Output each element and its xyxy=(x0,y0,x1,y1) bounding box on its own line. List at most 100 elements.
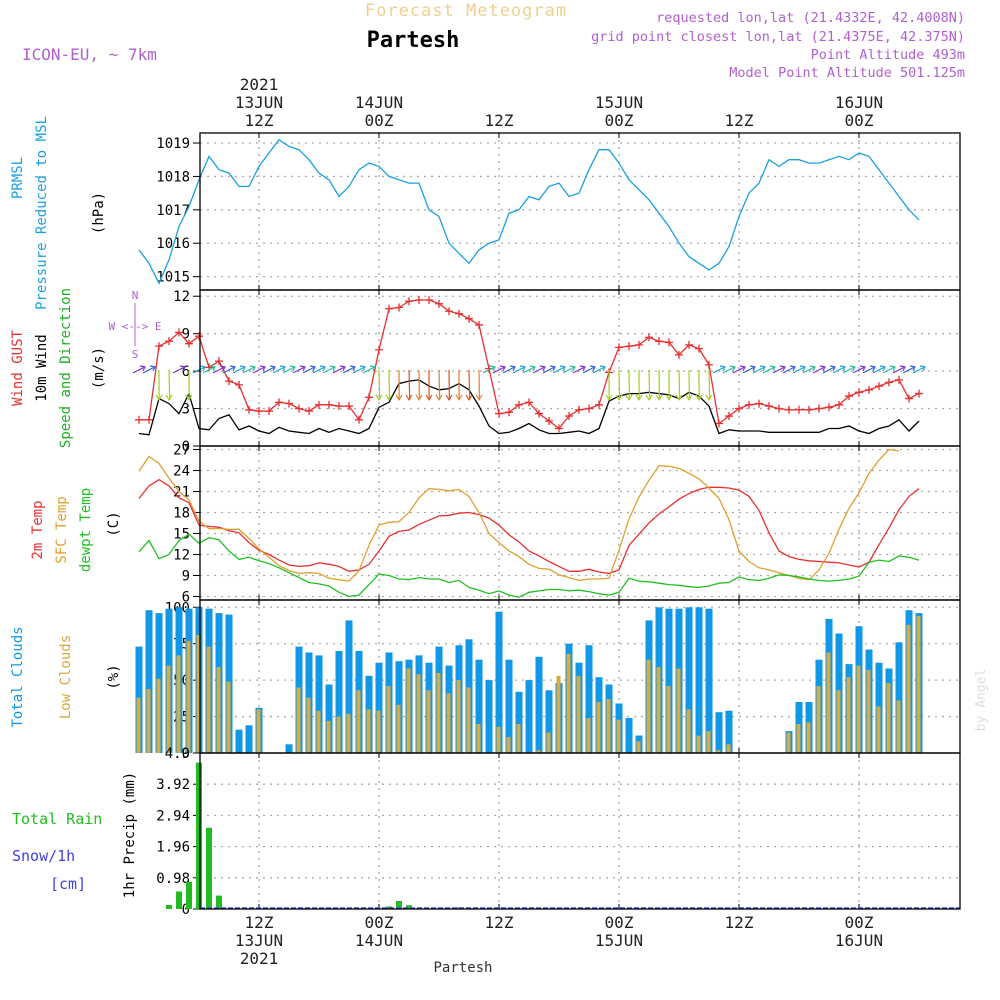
wind-arrow-head xyxy=(675,394,683,402)
gust-marker xyxy=(705,360,713,369)
low-cloud-bar xyxy=(416,674,421,753)
gust-marker xyxy=(875,382,883,391)
wind-arrow-head xyxy=(249,365,256,372)
gust-marker xyxy=(235,380,243,389)
wind-arrow xyxy=(802,366,816,374)
gust-marker xyxy=(365,393,373,402)
low-cloud-bar xyxy=(396,704,401,753)
gust-marker xyxy=(845,392,853,401)
wind-arrow xyxy=(532,366,546,374)
low-cloud-bar xyxy=(166,665,171,753)
time-label-bottom: 2021 xyxy=(240,949,279,968)
gust-marker xyxy=(245,405,253,414)
wind-arrow xyxy=(438,369,441,400)
gust-marker xyxy=(495,409,503,418)
model-altitude: Model Point Altitude 501.125m xyxy=(729,65,965,81)
panel-frame xyxy=(199,752,961,910)
gust-marker xyxy=(795,405,803,414)
low-cloud-bar xyxy=(326,720,331,753)
wind-arrow-head xyxy=(879,365,886,372)
series-line-2m-temp xyxy=(138,478,920,575)
low-cloud-bar xyxy=(196,635,201,753)
wind-arrow-head xyxy=(919,365,926,372)
wind-arrow xyxy=(708,369,711,400)
time-label-top: 13JUN xyxy=(235,93,283,112)
time-label-top: 00Z xyxy=(365,111,394,130)
wind-arrow-head xyxy=(719,365,726,372)
wind-arrow xyxy=(202,366,216,374)
gust-marker xyxy=(745,400,753,409)
wind-arrow xyxy=(892,366,906,374)
wind-arrow-head xyxy=(799,365,806,372)
wind-arrow xyxy=(262,366,276,374)
gust-marker xyxy=(445,307,453,316)
low-cloud-bar xyxy=(386,686,391,753)
low-cloud-bar xyxy=(346,713,351,753)
gust-marker xyxy=(895,375,903,384)
wind-arrow xyxy=(902,366,916,374)
wind-arrow-head xyxy=(589,365,596,372)
gust-marker xyxy=(285,399,293,408)
low-cloud-bar xyxy=(146,688,151,753)
gust-marker xyxy=(715,419,723,428)
series-line-sfc-temp xyxy=(138,448,900,582)
rain-bar xyxy=(196,762,202,909)
time-label-bottom: 00Z xyxy=(365,913,394,932)
wind-arrow xyxy=(378,369,381,400)
gust-label: Wind GUST xyxy=(10,330,26,406)
low-cloud-bar xyxy=(836,690,841,753)
low-cloud-bar xyxy=(426,690,431,753)
wind-arrow-head xyxy=(359,365,366,372)
wind-arrow xyxy=(782,366,796,374)
total-cloud-bar xyxy=(325,684,333,753)
gust-marker xyxy=(595,400,603,409)
gust-marker xyxy=(185,339,193,348)
low-cloud-bar xyxy=(206,646,211,753)
wind-arrow-head xyxy=(569,365,576,372)
gust-marker xyxy=(725,412,733,421)
wind-arrow xyxy=(822,366,836,374)
low-cloud-bar xyxy=(296,687,301,753)
wind-arrow xyxy=(302,366,316,374)
wind-arrow-head xyxy=(219,365,226,372)
wind-arrow xyxy=(678,369,681,400)
wind-arrow xyxy=(192,366,206,374)
precip-unit: 1hr Precip (mm) xyxy=(122,772,138,898)
rain-bar xyxy=(406,905,412,909)
wind-arrow xyxy=(552,366,566,374)
wind-arrow-head xyxy=(579,365,586,372)
series-line-10m-wind xyxy=(138,379,920,436)
wind-arrow-head xyxy=(779,365,786,372)
wind-arrow-head xyxy=(289,365,296,372)
low-cloud-bar xyxy=(476,723,481,753)
low-cloud-bar xyxy=(806,722,811,753)
point-altitude: Point Altitude 493m xyxy=(811,47,965,63)
requested-coords: requested lon,lat (21.4332E, 42.4008N) xyxy=(656,10,965,26)
wind-arrow-head xyxy=(899,365,906,372)
wind-arrow-head xyxy=(349,365,356,372)
low-cloud-bar xyxy=(786,732,791,753)
wind-arrow-head xyxy=(229,365,236,372)
compass-n: N xyxy=(132,289,139,302)
wind-arrow-head xyxy=(605,394,613,402)
grid-point-coords: grid point closest lon,lat (21.4375E, 42… xyxy=(591,29,965,45)
wind10-label: 10m Wind xyxy=(34,334,50,401)
gust-marker xyxy=(775,404,783,413)
gust-marker xyxy=(385,304,393,313)
wind-arrow-head xyxy=(415,394,423,402)
gust-marker xyxy=(515,400,523,409)
low-cloud-bar xyxy=(876,706,881,753)
panel-frame xyxy=(199,445,961,601)
wind-arrow xyxy=(792,366,806,374)
wind-arrow-head xyxy=(489,365,496,372)
wind-arrow-head xyxy=(179,365,186,372)
y-tick-label: 0 xyxy=(182,902,190,918)
total-cloud-bar xyxy=(525,680,533,753)
y-tick-label: 0 xyxy=(182,746,190,762)
total-cloud-bar xyxy=(235,729,243,753)
wind-arrow xyxy=(732,366,746,374)
wind-arrow-head xyxy=(519,365,526,372)
gust-marker xyxy=(625,342,633,351)
